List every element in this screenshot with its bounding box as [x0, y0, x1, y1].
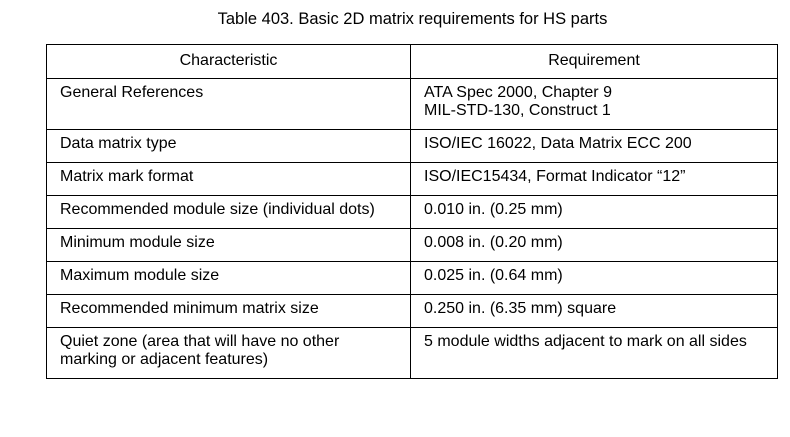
- requirement-cell: ISO/IEC 16022, Data Matrix ECC 200: [410, 129, 778, 163]
- requirement-cell: ISO/IEC15434, Format Indicator “12”: [410, 162, 778, 196]
- characteristic-cell: Recommended module size (individual dots…: [46, 195, 411, 229]
- requirement-cell: 5 module widths adjacent to mark on all …: [410, 327, 778, 379]
- requirement-line: ISO/IEC15434, Format Indicator “12”: [424, 168, 686, 185]
- characteristic-cell: Maximum module size: [46, 261, 411, 295]
- requirement-line: 0.250 in. (6.35 mm) square: [424, 300, 617, 317]
- requirement-line: 0.008 in. (0.20 mm): [424, 234, 563, 251]
- requirements-table: Characteristic Requirement General Refer…: [46, 44, 778, 379]
- table-row: Minimum module size 0.008 in. (0.20 mm): [46, 228, 778, 262]
- requirement-line: ATA Spec 2000, Chapter 9: [424, 84, 612, 101]
- requirement-line: ISO/IEC 16022, Data Matrix ECC 200: [424, 135, 692, 152]
- table-row: Maximum module size 0.025 in. (0.64 mm): [46, 261, 778, 295]
- characteristic-cell: General References: [46, 78, 411, 130]
- table-row: Quiet zone (area that will have no other…: [46, 327, 778, 379]
- table-row: Data matrix type ISO/IEC 16022, Data Matr…: [46, 129, 778, 163]
- characteristic-cell: Matrix mark format: [46, 162, 411, 196]
- requirement-cell: 0.025 in. (0.64 mm): [410, 261, 778, 295]
- characteristic-cell: Quiet zone (area that will have no other…: [46, 327, 411, 379]
- characteristic-cell: Recommended minimum matrix size: [46, 294, 411, 328]
- requirement-line: 0.025 in. (0.64 mm): [424, 267, 563, 284]
- requirement-cell: 0.008 in. (0.20 mm): [410, 228, 778, 262]
- header-characteristic: Characteristic: [46, 44, 411, 79]
- table-row: Matrix mark format ISO/IEC15434, Format I…: [46, 162, 778, 196]
- requirement-line: 0.010 in. (0.25 mm): [424, 201, 563, 218]
- requirement-cell: 0.250 in. (6.35 mm) square: [410, 294, 778, 328]
- requirement-line: MIL-STD-130, Construct 1: [424, 102, 611, 119]
- table-row: Recommended module size (individual dots…: [46, 195, 778, 229]
- requirement-cell: ATA Spec 2000, Chapter 9 MIL-STD-130, Con…: [410, 78, 778, 130]
- table-row: Recommended minimum matrix size 0.250 in.…: [46, 294, 778, 328]
- requirement-cell: 0.010 in. (0.25 mm): [410, 195, 778, 229]
- characteristic-cell: Minimum module size: [46, 228, 411, 262]
- table-title: Table 403. Basic 2D matrix requirements …: [217, 10, 608, 28]
- characteristic-cell: Data matrix type: [46, 129, 411, 163]
- table-header-row: Characteristic Requirement: [46, 44, 778, 79]
- header-requirement: Requirement: [410, 44, 778, 79]
- requirement-line: 5 module widths adjacent to mark on all …: [424, 333, 747, 350]
- table-row: General References ATA Spec 2000, Chapter…: [46, 78, 778, 130]
